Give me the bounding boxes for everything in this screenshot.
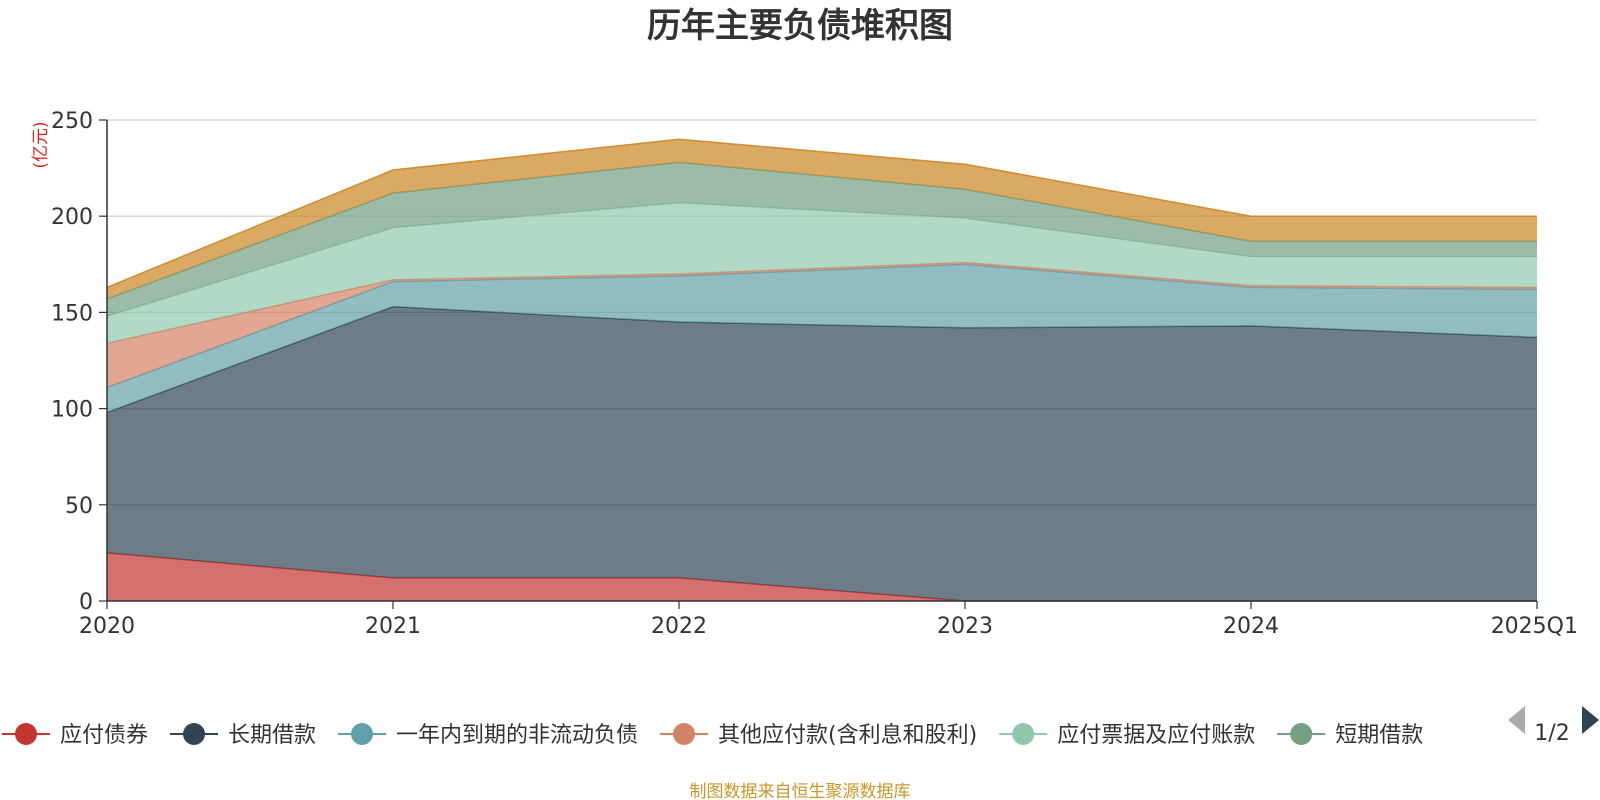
legend-next-icon[interactable] [1582,706,1599,734]
legend-marker-icon [15,723,37,745]
area-series-1 [107,306,1537,601]
y-tick-label-200: 200 [51,205,93,230]
legend-prev-icon[interactable] [1508,706,1525,734]
x-tick-label-1: 2021 [365,614,421,639]
chart-title: 历年主要负债堆积图 [647,6,953,46]
legend-item-0[interactable]: 应付债券 [2,723,148,748]
x-tick-label-3: 2023 [937,614,993,639]
legend-page-indicator: 1/2 [1534,721,1569,746]
area-series-0 [107,552,1537,601]
x-tick-label-2: 2022 [651,614,707,639]
area-series-6 [107,139,1537,299]
legend-item-5[interactable]: 短期借款 [1277,723,1423,748]
y-tick-label-250: 250 [51,109,93,134]
legend-label: 短期借款 [1335,723,1423,748]
area-series-2 [107,264,1537,413]
y-tick-label-0: 0 [79,590,93,615]
legend-label: 一年内到期的非流动负债 [396,723,638,748]
x-tick-label-4: 2024 [1223,614,1279,639]
area-series-4 [107,202,1537,344]
y-tick-label-100: 100 [51,398,93,423]
y-tick-label-50: 50 [65,494,93,519]
area-series-5 [107,162,1537,317]
legend-label: 应付票据及应付账款 [1057,723,1255,748]
legend[interactable]: 应付债券 长期借款 一年内到期的非流动负债 其他应付款(含利息和股利) 应付票据及应付账… [2,723,1423,748]
y-tick-label-150: 150 [51,301,93,326]
legend-marker-icon [673,723,696,745]
legend-items: 应付债券 长期借款 一年内到期的非流动负债 其他应付款(含利息和股利) 应付票据及应付账… [2,723,1423,748]
legend-label: 长期借款 [228,723,316,748]
legend-label: 其他应付款(含利息和股利) [718,723,977,748]
legend-item-2[interactable]: 一年内到期的非流动负债 [338,723,638,748]
x-tick-label-0: 2020 [79,614,135,639]
legend-label: 应付债券 [60,723,148,748]
area-line-6 [106,138,1537,289]
area-series [106,138,1538,602]
legend-pager[interactable]: 1/2 [1508,706,1599,746]
legend-marker-icon [1290,723,1313,745]
x-tick-label-5: 2025Q1 [1491,614,1578,639]
legend-marker-icon [183,723,206,745]
legend-item-3[interactable]: 其他应付款(含利息和股利) [660,723,977,748]
legend-item-1[interactable]: 长期借款 [170,723,316,748]
y-axis-unit-label: (亿元) [31,121,51,168]
legend-item-4[interactable]: 应付票据及应付账款 [999,723,1255,748]
data-source-note: 制图数据来自恒生聚源数据库 [690,782,911,800]
legend-marker-icon [351,723,374,745]
legend-marker-icon [1012,723,1035,745]
axes: 0 50 100 150 200 250 2020 2021 2022 2023 2024 2025Q… [51,109,1578,639]
